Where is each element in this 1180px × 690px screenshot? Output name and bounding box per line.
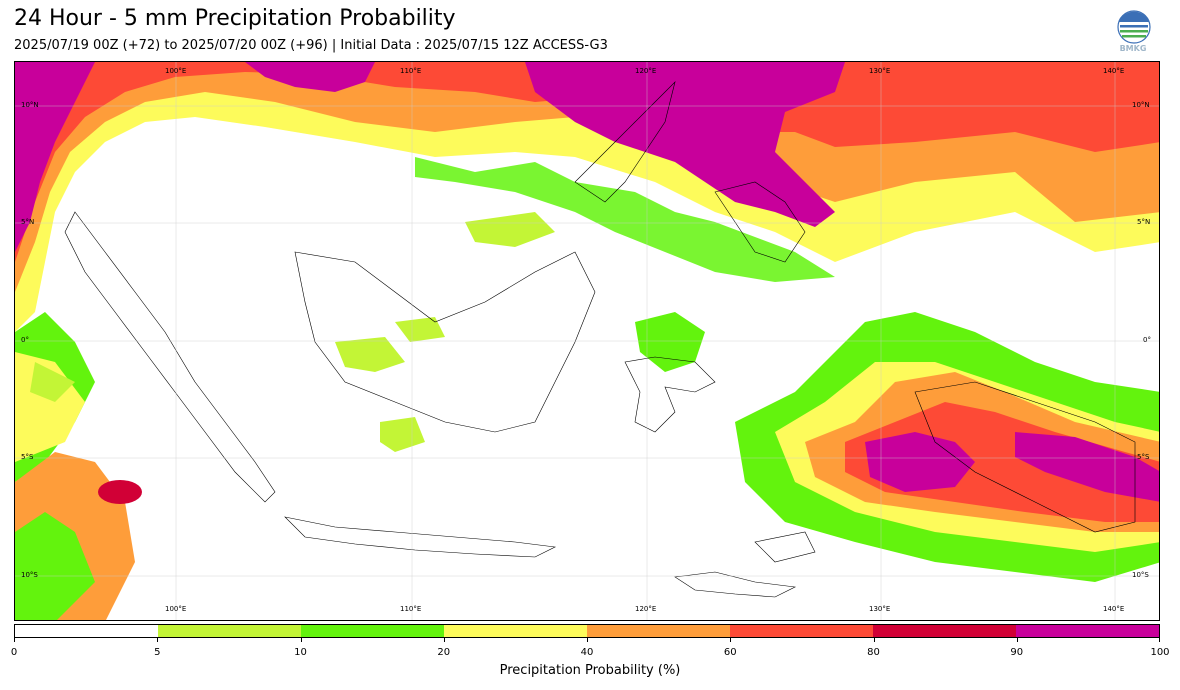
- colorbar-tick-mark: [873, 638, 875, 642]
- lon-label-top-130: 130°E: [869, 67, 891, 75]
- lon-label-bottom-120: 120°E: [635, 605, 657, 613]
- lat-label-left-5n: 5°N: [21, 218, 35, 226]
- lat-label-right-0: 0°: [1143, 336, 1151, 344]
- map-canvas: [15, 62, 1159, 620]
- colorbar-tick-mark: [1159, 638, 1160, 642]
- colorbar-segment-2: [301, 625, 444, 637]
- colorbar-segment-7: [1016, 625, 1159, 637]
- lat-label-left-10n: 10°N: [21, 101, 39, 109]
- lon-label-bottom-130: 130°E: [869, 605, 891, 613]
- colorbar-tick-label: 20: [437, 647, 451, 658]
- colorbar-label: Precipitation Probability (%): [499, 663, 681, 678]
- lat-label-left-5s: 5°S: [21, 453, 34, 461]
- logo-text: BMKG: [1119, 44, 1147, 53]
- colorbar-segment-4: [587, 625, 730, 637]
- colorbar-tick-mark: [300, 638, 302, 642]
- lon-label-top-110: 110°E: [400, 67, 422, 75]
- colorbar-tick-mark: [587, 638, 588, 642]
- colorbar-tick-mark: [157, 638, 159, 642]
- colorbar-tick-mark: [14, 638, 15, 642]
- map-subtitle: 2025/07/19 00Z (+72) to 2025/07/20 00Z (…: [14, 38, 608, 53]
- lat-label-right-5n: 5°N: [1137, 218, 1151, 226]
- lon-label-bottom-140: 140°E: [1103, 605, 1125, 613]
- colorbar-segment-0: [15, 625, 158, 637]
- lon-label-top-100: 100°E: [165, 67, 187, 75]
- colorbar-tick-label: 80: [867, 647, 880, 658]
- colorbar-tick-label: 90: [1010, 647, 1024, 658]
- colorbar-tick-label: 100: [1150, 647, 1170, 658]
- colorbar-tick-mark: [443, 638, 445, 642]
- colorbar-segment-1: [158, 625, 301, 637]
- colorbar-tick-mark: [730, 638, 732, 642]
- colorbar: [14, 624, 1160, 638]
- colorbar-tick-label: 60: [723, 647, 737, 658]
- colorbar-segment-5: [730, 625, 873, 637]
- map-title: 24 Hour - 5 mm Precipitation Probability: [14, 6, 456, 31]
- precipitation-map: 100°E 110°E 120°E 130°E 140°E 100°E 110°…: [14, 61, 1160, 621]
- lon-label-bottom-110: 110°E: [400, 605, 422, 613]
- lat-label-right-10n: 10°N: [1132, 101, 1150, 109]
- colorbar-tick-label: 40: [580, 647, 594, 658]
- colorbar-tick-label: 0: [10, 647, 18, 658]
- colorbar-segment-6: [873, 625, 1016, 637]
- lat-label-left-0: 0°: [21, 336, 29, 344]
- lon-label-top-140: 140°E: [1103, 67, 1125, 75]
- colorbar-segment-3: [444, 625, 587, 637]
- bmkg-logo-icon: [1114, 10, 1154, 56]
- colorbar-tick-label: 10: [294, 647, 307, 658]
- lon-label-top-120: 120°E: [635, 67, 657, 75]
- lat-label-right-10s: 10°S: [1132, 571, 1149, 579]
- lat-label-left-10s: 10°S: [21, 571, 38, 579]
- lon-label-bottom-100: 100°E: [165, 605, 187, 613]
- colorbar-tick-mark: [1016, 638, 1018, 642]
- lat-label-right-5s: 5°S: [1137, 453, 1150, 461]
- colorbar-tick-label: 5: [154, 647, 161, 658]
